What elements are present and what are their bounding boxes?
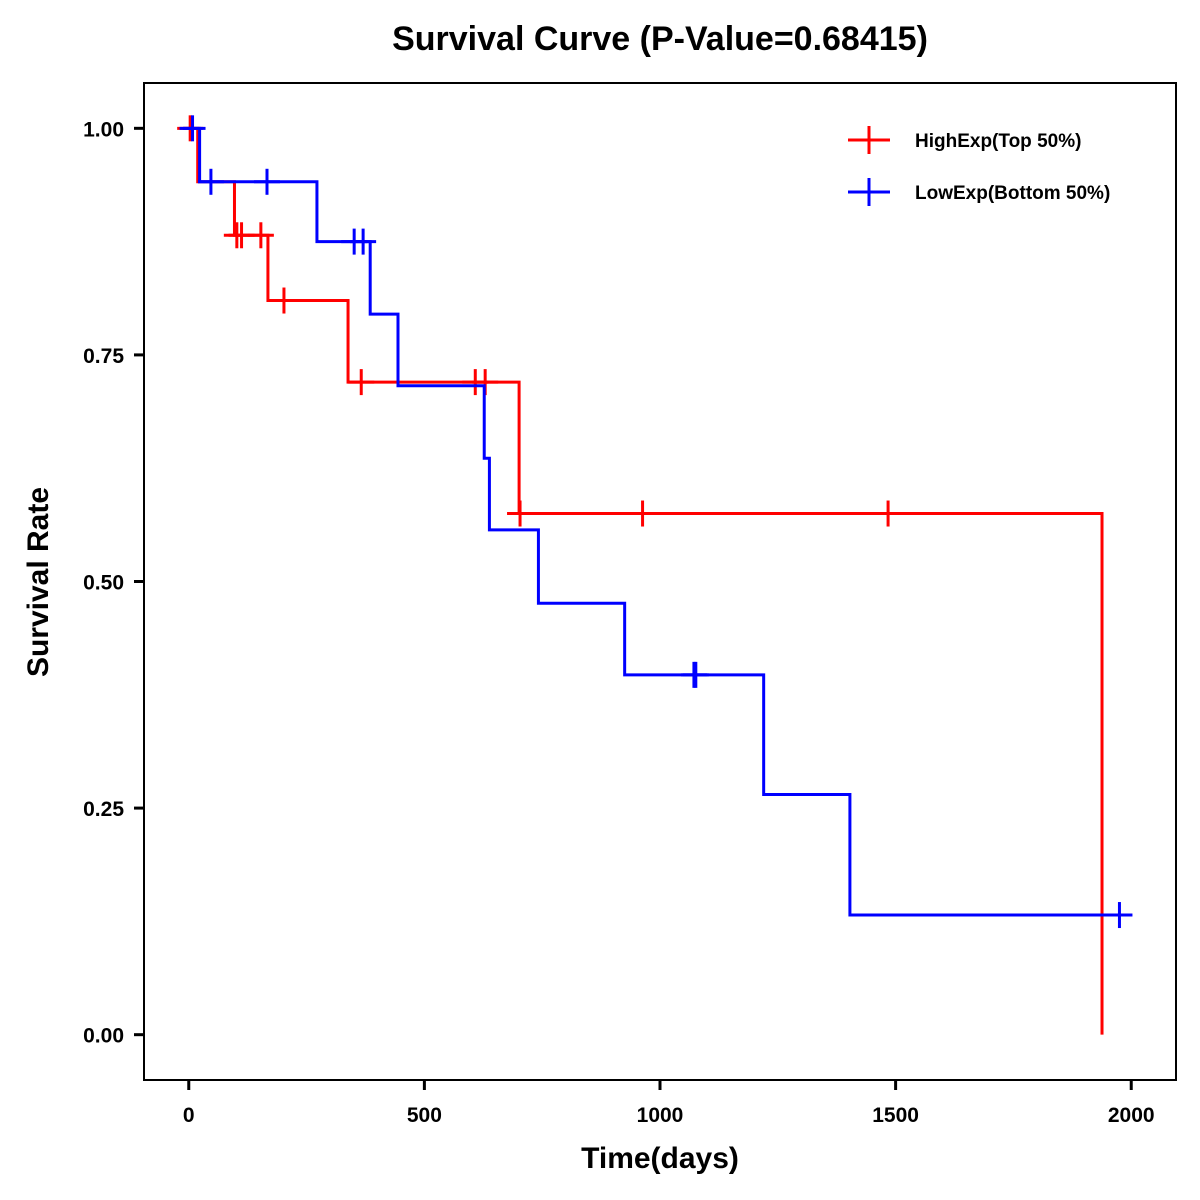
censor-mark (507, 500, 534, 527)
y-tick-label: 0.00 (83, 1025, 124, 1048)
x-tick-label: 500 (407, 1104, 442, 1127)
censor-mark (875, 500, 902, 527)
survival-curve-line (183, 126, 1104, 1035)
censor-mark (197, 168, 224, 195)
series-low-exp (179, 115, 1133, 929)
censor-mark (247, 222, 274, 249)
y-tick-label: 0.25 (83, 798, 124, 821)
legend-label: LowExp(Bottom 50%) (915, 183, 1110, 204)
plot-border (143, 82, 1177, 1081)
censor-mark (179, 115, 206, 142)
x-tick-label: 1500 (872, 1104, 919, 1127)
censor-mark (629, 500, 656, 527)
censor-mark (253, 168, 280, 195)
x-axis: 0 500 1000 1500 2000 (183, 1080, 1155, 1127)
x-tick-label: 2000 (1108, 1104, 1155, 1127)
censor-mark (348, 369, 375, 396)
legend: HighExp(Top 50%) LowExp(Bottom 50%) (848, 126, 1110, 206)
plot-area (177, 115, 1133, 1035)
y-tick-label: 0.75 (83, 345, 124, 368)
legend-item: HighExp(Top 50%) (848, 126, 1081, 154)
x-tick-label: 1000 (637, 1104, 684, 1127)
censor-mark (1106, 902, 1133, 929)
legend-label: HighExp(Top 50%) (915, 131, 1081, 152)
censor-mark (350, 228, 377, 255)
y-axis: 0.00 0.25 0.50 0.75 1.00 (83, 118, 144, 1048)
x-tick-label: 0 (183, 1104, 195, 1127)
y-tick-label: 1.00 (83, 118, 124, 141)
series-high-exp (177, 115, 1104, 1035)
legend-item: LowExp(Bottom 50%) (848, 178, 1110, 206)
chart-title: Survival Curve (P-Value=0.68415) (392, 20, 928, 58)
survival-curve-line (183, 126, 1127, 917)
y-axis-title: Survival Rate (22, 487, 55, 677)
censor-mark (270, 287, 297, 314)
censor-mark (682, 661, 709, 688)
y-tick-label: 0.50 (83, 572, 124, 595)
x-axis-title: Time(days) (581, 1142, 739, 1175)
